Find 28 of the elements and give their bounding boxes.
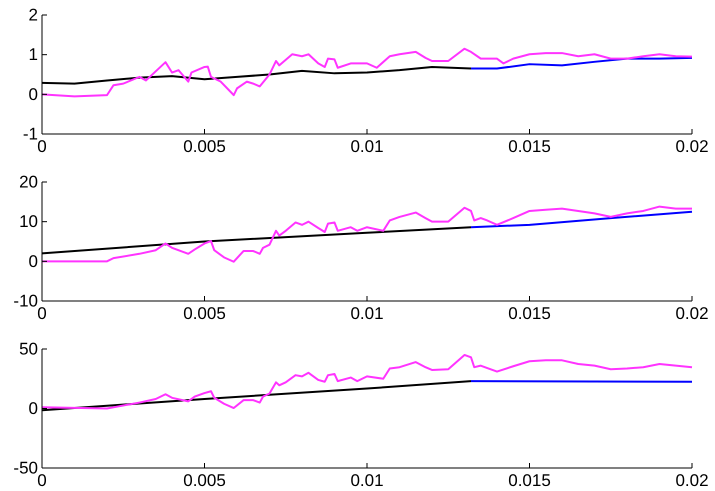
y-tick-label: 1 — [28, 45, 38, 64]
y-tick-label: 10 — [19, 212, 38, 232]
x-tick-label: 0.02 — [675, 137, 709, 156]
x-tick-label: 0.02 — [675, 304, 709, 324]
y-tick-label: -50 — [13, 458, 38, 478]
y-tick-label: 20 — [19, 172, 38, 192]
y-tick-label: 0 — [28, 398, 38, 418]
y-tick-label: -10 — [13, 291, 38, 310]
y-tick-label: 0 — [28, 84, 38, 104]
x-tick-label: 0.01 — [350, 471, 384, 490]
y-tick-label: -1 — [22, 124, 38, 144]
y-tick-label: 50 — [19, 339, 38, 358]
x-tick-label: 0.005 — [183, 304, 226, 324]
x-tick-label: 0.01 — [350, 304, 384, 324]
line-series — [41, 206, 693, 263]
x-tick-label: 0.01 — [350, 137, 384, 156]
y-tick-label: 2 — [28, 5, 38, 24]
x-tick-label: 0.02 — [675, 471, 709, 490]
line-series — [41, 48, 693, 98]
x-tick-label: 0.015 — [508, 137, 551, 156]
x-tick-label: 0.005 — [183, 137, 226, 156]
line-series — [470, 210, 693, 228]
line-series — [41, 354, 693, 410]
x-tick-label: 0.015 — [508, 304, 551, 324]
line-series — [470, 56, 693, 70]
x-tick-label: 0.015 — [508, 471, 551, 490]
x-tick-label: 0.005 — [183, 471, 226, 490]
y-tick-label: 0 — [28, 252, 38, 271]
